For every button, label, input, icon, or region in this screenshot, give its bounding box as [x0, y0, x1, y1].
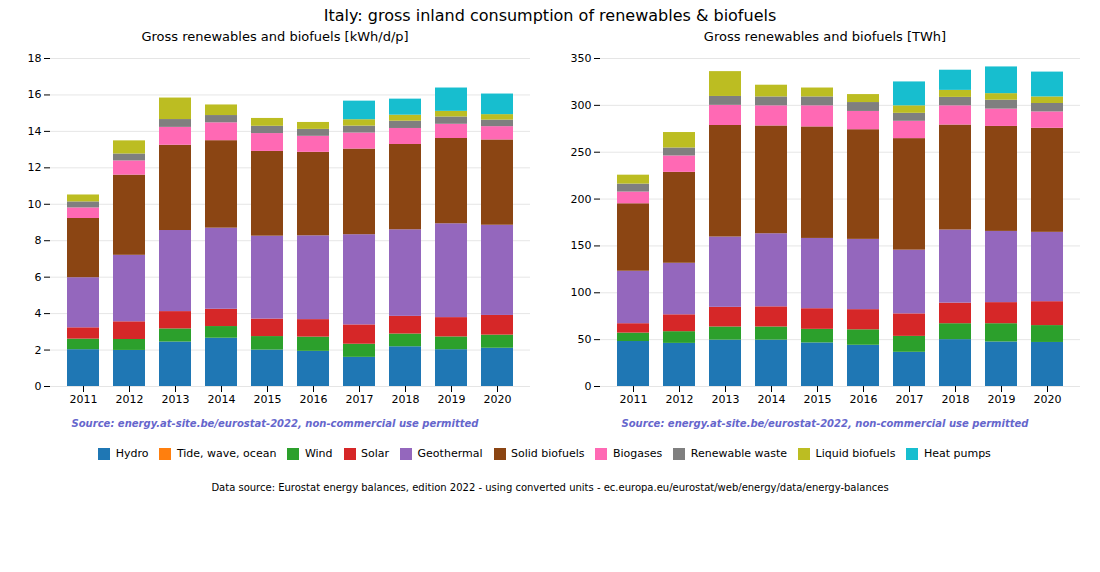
html-text:Geothermal: Geothermal [417, 447, 483, 460]
svg-text:2015: 2015 [804, 393, 832, 406]
svg-text:4: 4 [35, 307, 42, 320]
svg-text:250: 250 [571, 146, 592, 159]
svg-text:2018: 2018 [392, 393, 420, 406]
svg-text:2020: 2020 [484, 393, 512, 406]
svg-text:100: 100 [571, 286, 592, 299]
html-text:Liquid biofuels: Liquid biofuels [815, 447, 896, 460]
html-text:Heat pumps: Heat pumps [923, 447, 991, 460]
svg-text:2016: 2016 [300, 393, 328, 406]
svg-text:2019: 2019 [438, 393, 466, 406]
svg-text:50: 50 [578, 333, 592, 346]
svg-text:300: 300 [571, 99, 592, 112]
svg-text:150: 150 [571, 239, 592, 252]
svg-text:2018: 2018 [942, 393, 970, 406]
html-text:Tide, wave, ocean: Tide, wave, ocean [176, 447, 277, 460]
svg-text:2017: 2017 [346, 393, 374, 406]
html-text:Source: energy.at-site.be/euro: Source: energy.at-site.be/eurostat-2022,… [621, 418, 1029, 429]
svg-text:2013: 2013 [712, 393, 740, 406]
html-text:Wind: Wind [304, 447, 333, 460]
svg-text:0: 0 [35, 380, 42, 393]
svg-text:12: 12 [28, 161, 42, 174]
svg-text:350: 350 [571, 52, 592, 65]
svg-text:2016: 2016 [850, 393, 878, 406]
html-text:Hydro: Hydro [115, 447, 149, 460]
svg-text:10: 10 [28, 198, 42, 211]
svg-text:2020: 2020 [1034, 393, 1062, 406]
svg-text:200: 200 [571, 193, 592, 206]
html-text:Solid biofuels: Solid biofuels [511, 447, 585, 460]
html-text:Renewable waste: Renewable waste [690, 447, 787, 460]
svg-text:2012: 2012 [666, 393, 694, 406]
svg-text:0: 0 [585, 380, 592, 393]
svg-text:18: 18 [28, 52, 42, 65]
svg-text:8: 8 [35, 234, 42, 247]
svg-text:2011: 2011 [620, 393, 648, 406]
svg-text:2014: 2014 [208, 393, 236, 406]
svg-text:6: 6 [35, 271, 42, 284]
svg-text:2013: 2013 [162, 393, 190, 406]
svg-text:16: 16 [28, 88, 42, 101]
html-text:Gross renewables and biofuels: Gross renewables and biofuels [kWh/d/p] [141, 29, 409, 44]
html-text:Source: energy.at-site.be/euro: Source: energy.at-site.be/eurostat-2022,… [71, 418, 479, 429]
svg-text:2017: 2017 [896, 393, 924, 406]
svg-text:14: 14 [28, 125, 42, 138]
html-text:Data source: Eurostat energy b: Data source: Eurostat energy balances, e… [211, 481, 889, 493]
svg-text:2012: 2012 [116, 393, 144, 406]
html-text:Biogases: Biogases [613, 447, 663, 460]
svg-text:2014: 2014 [758, 393, 786, 406]
svg-text:2011: 2011 [70, 393, 98, 406]
svg-text:2: 2 [35, 344, 42, 357]
svg-text:2019: 2019 [988, 393, 1016, 406]
html-text:Solar: Solar [361, 447, 390, 460]
html-text:Italy: gross inland consumptio: Italy: gross inland consumption of renew… [323, 6, 777, 25]
svg-text:2015: 2015 [254, 393, 282, 406]
html-text:Gross renewables and biofuels: Gross renewables and biofuels [TWh] [703, 29, 947, 44]
